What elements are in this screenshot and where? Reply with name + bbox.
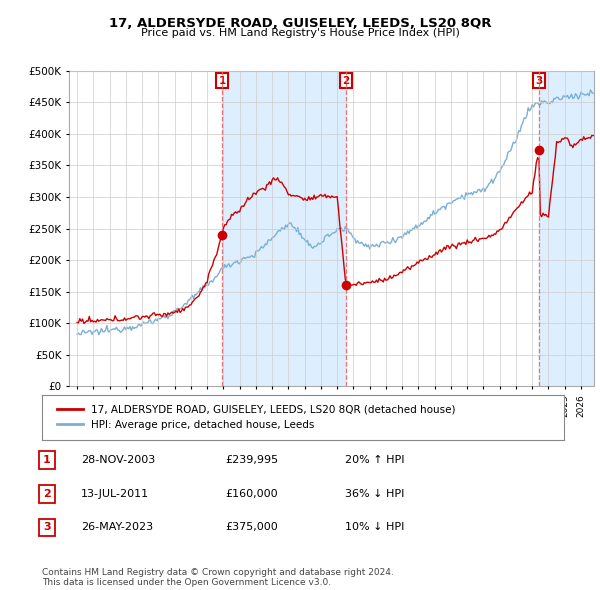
Text: 1: 1 [218, 76, 226, 86]
Text: 26-MAY-2023: 26-MAY-2023 [81, 523, 153, 532]
Text: 28-NOV-2003: 28-NOV-2003 [81, 455, 155, 465]
Text: 36% ↓ HPI: 36% ↓ HPI [345, 489, 404, 499]
Legend: 17, ALDERSYDE ROAD, GUISELEY, LEEDS, LS20 8QR (detached house), HPI: Average pri: 17, ALDERSYDE ROAD, GUISELEY, LEEDS, LS2… [52, 401, 460, 434]
Text: Price paid vs. HM Land Registry's House Price Index (HPI): Price paid vs. HM Land Registry's House … [140, 28, 460, 38]
Bar [222, 71, 346, 386]
Text: 10% ↓ HPI: 10% ↓ HPI [345, 523, 404, 532]
Text: 17, ALDERSYDE ROAD, GUISELEY, LEEDS, LS20 8QR: 17, ALDERSYDE ROAD, GUISELEY, LEEDS, LS2… [109, 17, 491, 30]
Text: 3: 3 [535, 76, 542, 86]
Text: £375,000: £375,000 [225, 523, 278, 532]
Text: £160,000: £160,000 [225, 489, 278, 499]
Text: 3: 3 [43, 523, 50, 532]
Text: Contains HM Land Registry data © Crown copyright and database right 2024.
This d: Contains HM Land Registry data © Crown c… [42, 568, 394, 587]
Text: 2: 2 [343, 76, 350, 86]
Text: 1: 1 [43, 455, 50, 465]
Bar [539, 71, 594, 386]
Text: £239,995: £239,995 [225, 455, 278, 465]
Text: 20% ↑ HPI: 20% ↑ HPI [345, 455, 404, 465]
Text: 2: 2 [43, 489, 50, 499]
Text: 13-JUL-2011: 13-JUL-2011 [81, 489, 149, 499]
